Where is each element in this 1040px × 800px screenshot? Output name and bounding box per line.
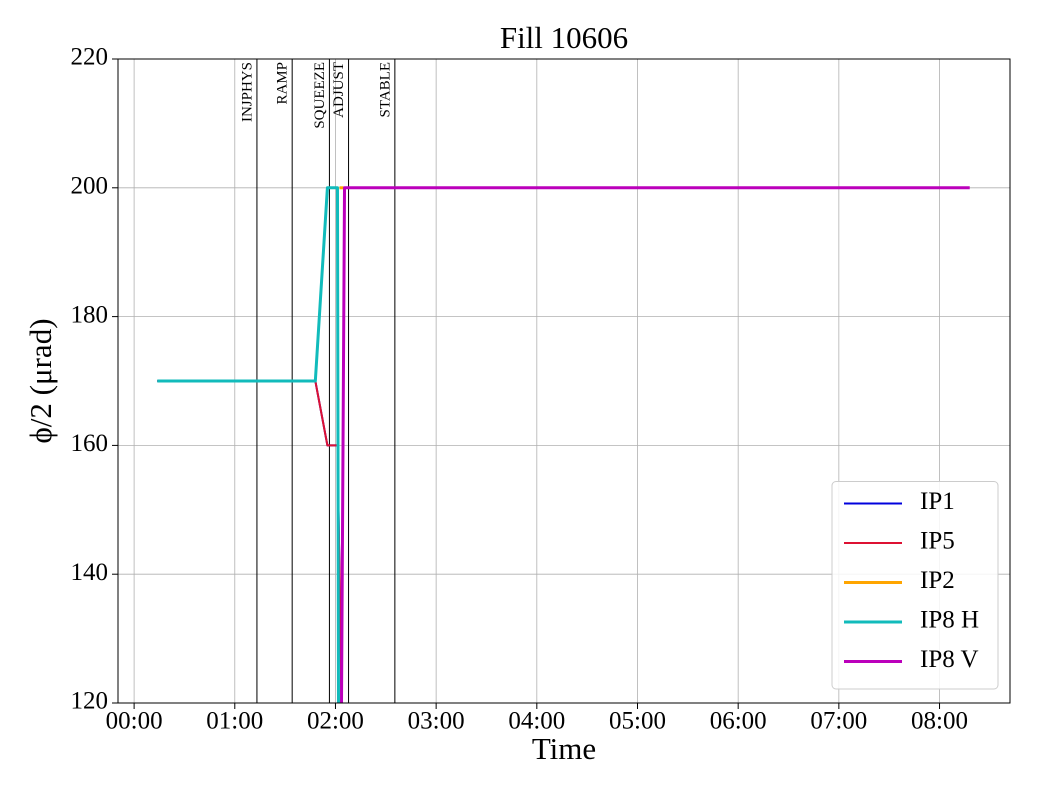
legend-label: IP2: [920, 567, 955, 594]
x-tick-label: 05:00: [609, 708, 666, 735]
series-line: [340, 186, 970, 703]
legend-box: [831, 481, 999, 690]
x-tick-label: 04:00: [508, 708, 565, 735]
phase-label: ADJUST: [331, 62, 347, 118]
x-tick-label: 03:00: [408, 708, 465, 735]
x-tick-label: 01:00: [206, 708, 263, 735]
x-tick-label: 02:00: [307, 708, 364, 735]
x-tick-label: 06:00: [710, 708, 767, 735]
x-tick-label: 08:00: [911, 708, 968, 735]
y-axis-label: ϕ/2 (μrad): [23, 318, 58, 443]
series-line: [157, 380, 343, 703]
legend-label: IP8 V: [920, 646, 979, 673]
legend-label: IP5: [920, 528, 955, 555]
phase-label: SQUEEZE: [312, 62, 328, 129]
chart-title: Fill 10606: [500, 20, 628, 55]
y-tick-label: 200: [71, 173, 109, 200]
x-tick-label: 07:00: [810, 708, 867, 735]
y-tick-label: 180: [71, 301, 109, 328]
series-line: [157, 380, 343, 703]
series-line: [157, 186, 340, 703]
plot-frame: [117, 58, 1011, 704]
phase-label: STABLE: [377, 62, 393, 117]
phase-label: RAMP: [275, 62, 291, 105]
phase-label: INJPHYS: [239, 62, 255, 122]
x-tick-label: 00:00: [106, 708, 163, 735]
y-tick-label: 120: [71, 688, 109, 715]
y-tick-label: 160: [71, 430, 109, 457]
y-tick-label: 140: [71, 559, 109, 586]
legend-label: IP1: [920, 488, 955, 515]
legend-label: IP8 H: [920, 607, 979, 634]
y-tick-label: 220: [71, 44, 109, 71]
x-axis-label: Time: [532, 731, 596, 766]
plot-lines: [157, 186, 970, 703]
